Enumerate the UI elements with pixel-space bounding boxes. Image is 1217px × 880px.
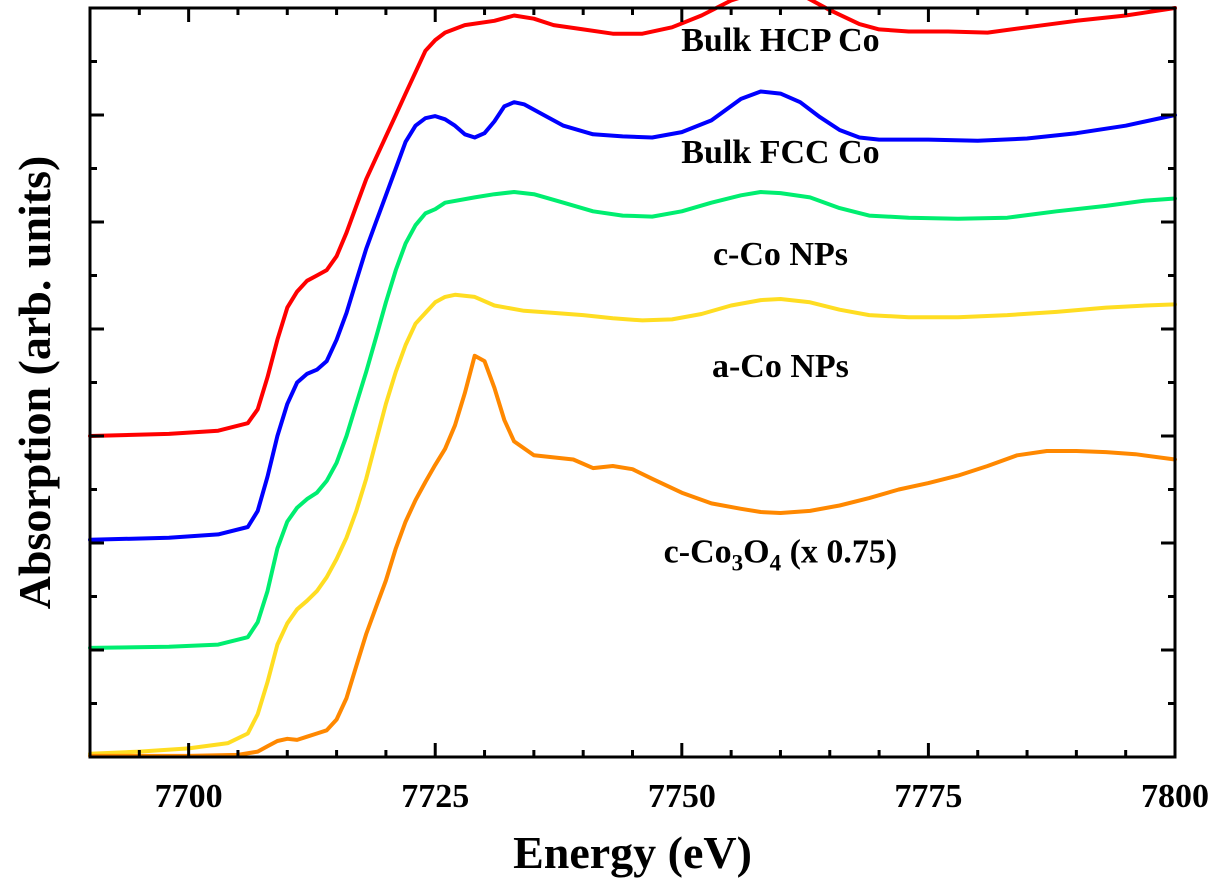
plot-area: 7700 7725 7750 7775 7800 Bulk HCP Co Bulk FCC… bbox=[88, 0, 1209, 815]
plot-frame bbox=[88, 6, 1177, 759]
x-axis-title: Energy (eV) bbox=[513, 827, 752, 878]
series-line-2 bbox=[88, 89, 1177, 542]
series-label-5: c-Co3O4 (x 0.75) bbox=[664, 533, 898, 575]
y-axis-title: Absorption (arb. units) bbox=[9, 156, 60, 610]
series-line-3 bbox=[88, 190, 1177, 650]
x-tick-label: 7775 bbox=[894, 778, 962, 815]
series-labels: Bulk HCP Co Bulk FCC Co c-Co NPs a-Co NPs c-… bbox=[664, 22, 898, 575]
x-tick-label: 7725 bbox=[401, 778, 469, 815]
series-label-4: a-Co NPs bbox=[712, 348, 849, 385]
series-label-2: Bulk FCC Co bbox=[681, 134, 879, 171]
series-layer bbox=[88, 0, 1177, 758]
x-tick-label: 7800 bbox=[1141, 778, 1209, 815]
series-line-4 bbox=[88, 292, 1177, 756]
x-tick-label: 7700 bbox=[155, 778, 223, 815]
ticks-layer bbox=[88, 6, 1177, 759]
x-tick-label: 7750 bbox=[648, 778, 716, 815]
series-line-1 bbox=[88, 0, 1177, 438]
x-tick-labels: 7700 7725 7750 7775 7800 bbox=[155, 778, 1209, 815]
series-line-5 bbox=[88, 353, 1177, 758]
series-label-1: Bulk HCP Co bbox=[681, 22, 879, 59]
series-label-3: c-Co NPs bbox=[713, 236, 848, 273]
